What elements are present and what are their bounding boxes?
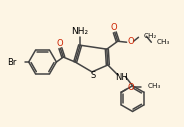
Text: O: O	[110, 23, 117, 32]
Text: O: O	[127, 83, 134, 92]
Text: O: O	[56, 39, 63, 48]
Text: CH₃: CH₃	[148, 83, 162, 89]
Text: CH₂: CH₂	[144, 33, 157, 39]
Text: O: O	[127, 37, 134, 46]
Text: NH₂: NH₂	[72, 27, 89, 36]
Text: Br: Br	[8, 58, 17, 67]
Text: S: S	[90, 71, 96, 80]
Text: CH₃: CH₃	[156, 39, 170, 45]
Text: NH: NH	[115, 73, 128, 82]
